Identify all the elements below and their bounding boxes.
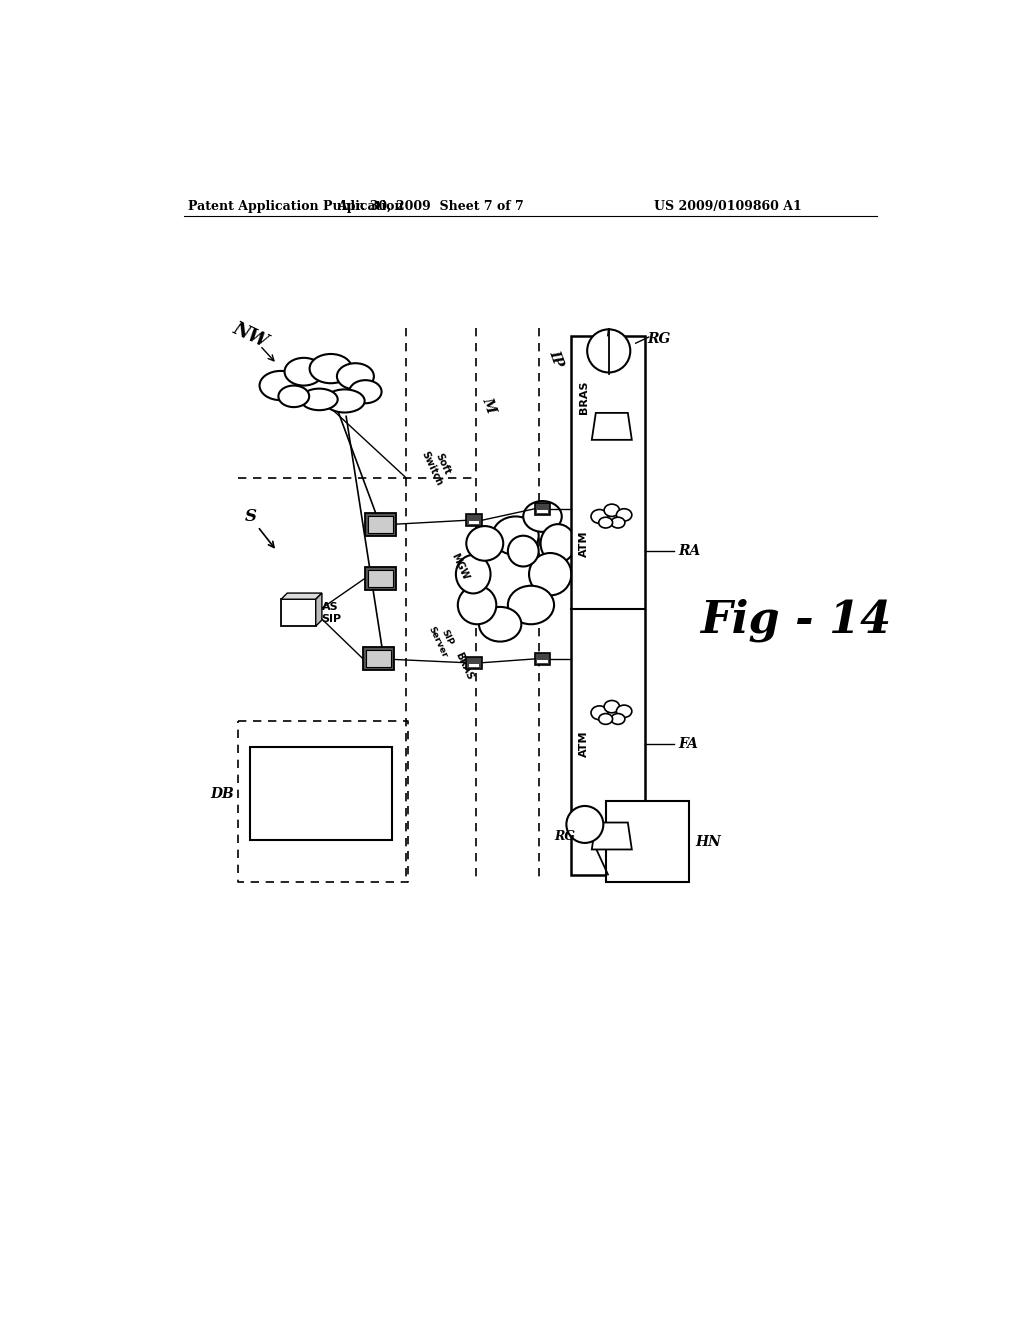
Ellipse shape [301, 388, 338, 411]
Polygon shape [315, 593, 322, 626]
Text: NW: NW [229, 319, 270, 351]
Text: DB: DB [211, 787, 234, 801]
Text: IP: IP [547, 348, 565, 368]
Bar [469, 664, 479, 667]
Ellipse shape [458, 586, 497, 624]
Text: Fig - 14: Fig - 14 [700, 599, 892, 642]
Bar [466, 656, 481, 669]
Ellipse shape [508, 586, 554, 624]
Ellipse shape [529, 553, 571, 595]
Text: RG: RG [554, 829, 575, 842]
Bar [369, 570, 393, 586]
Ellipse shape [508, 536, 539, 566]
Text: SIP: SIP [322, 614, 342, 624]
Ellipse shape [279, 385, 309, 407]
Bar [367, 651, 391, 668]
Bar [605, 801, 689, 882]
Text: RG: RG [647, 333, 671, 346]
Text: BRAS: BRAS [579, 380, 589, 414]
Ellipse shape [466, 527, 503, 561]
Circle shape [566, 807, 603, 843]
Bar [366, 566, 396, 590]
Ellipse shape [611, 517, 625, 528]
Text: AS: AS [322, 602, 338, 611]
Text: SIP
Server: SIP Server [427, 620, 459, 659]
Bar [469, 521, 479, 524]
Ellipse shape [616, 705, 632, 718]
Text: MGW: MGW [450, 552, 471, 582]
Text: BRAS: BRAS [454, 651, 475, 682]
Ellipse shape [259, 371, 302, 400]
Ellipse shape [541, 524, 575, 562]
Ellipse shape [599, 517, 612, 528]
Text: S: S [245, 508, 257, 525]
Polygon shape [282, 593, 322, 599]
Ellipse shape [591, 706, 608, 719]
Ellipse shape [309, 354, 352, 383]
Polygon shape [592, 413, 632, 440]
Polygon shape [592, 822, 632, 850]
Bar [366, 512, 396, 536]
Text: HN: HN [695, 834, 721, 849]
Ellipse shape [591, 510, 608, 524]
Bar [369, 516, 393, 533]
Bar [538, 660, 548, 663]
Bar [282, 599, 315, 626]
Bar [364, 647, 394, 671]
Text: ATM: ATM [579, 531, 589, 557]
Ellipse shape [523, 502, 562, 532]
Ellipse shape [493, 516, 539, 554]
Ellipse shape [325, 389, 365, 412]
Text: FA: FA [678, 737, 698, 751]
Bar [535, 653, 550, 665]
Text: M: M [479, 395, 498, 414]
Text: Soft
Switch: Soft Switch [420, 445, 455, 487]
Text: RA: RA [678, 544, 700, 558]
Text: US 2009/0109860 A1: US 2009/0109860 A1 [654, 199, 802, 213]
Bar [250, 747, 392, 840]
Text: Patent Application Publication: Patent Application Publication [188, 199, 403, 213]
Bar [571, 335, 645, 875]
Ellipse shape [616, 508, 632, 521]
Ellipse shape [611, 714, 625, 725]
Ellipse shape [604, 701, 620, 713]
Text: ATM: ATM [579, 730, 589, 756]
Circle shape [587, 330, 631, 372]
Ellipse shape [349, 380, 382, 404]
Ellipse shape [599, 714, 612, 725]
Ellipse shape [604, 504, 620, 516]
Bar [535, 503, 550, 515]
Ellipse shape [285, 358, 323, 385]
Ellipse shape [456, 554, 490, 594]
Bar [466, 513, 481, 527]
Text: Apr. 30, 2009  Sheet 7 of 7: Apr. 30, 2009 Sheet 7 of 7 [338, 199, 524, 213]
Ellipse shape [337, 363, 374, 389]
Bar [538, 510, 548, 512]
Ellipse shape [479, 607, 521, 642]
